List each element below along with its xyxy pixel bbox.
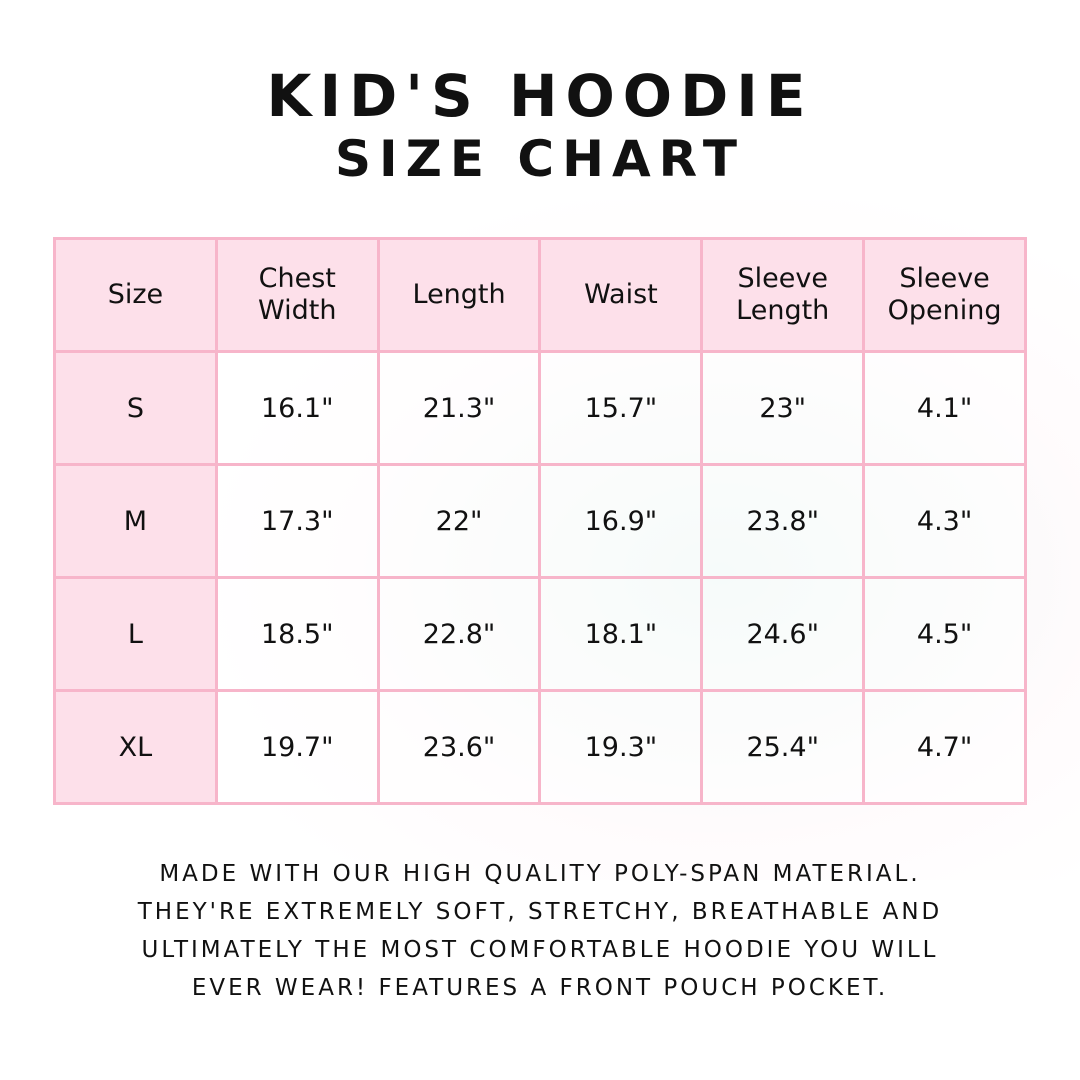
header-cell: Size — [53, 237, 218, 353]
value-cell: 24.6" — [700, 576, 866, 692]
size-cell: M — [53, 463, 218, 579]
page-title: KID'S HOODIE — [266, 62, 814, 130]
page-subtitle: SIZE CHART — [334, 130, 746, 188]
value-cell: 16.9" — [538, 463, 704, 579]
value-cell: 19.7" — [214, 689, 380, 805]
value-cell: 18.1" — [538, 576, 704, 692]
value-cell: 22.8" — [376, 576, 542, 692]
value-cell: 18.5" — [214, 576, 380, 692]
value-cell: 22" — [376, 463, 542, 579]
size-cell: L — [53, 576, 218, 692]
table-row: XL 19.7" 23.6" 19.3" 25.4" 4.7" — [53, 689, 1027, 805]
value-cell: 23.6" — [376, 689, 542, 805]
size-cell: S — [53, 350, 218, 466]
header-cell: Chest Width — [214, 237, 380, 353]
value-cell: 4.5" — [862, 576, 1027, 692]
value-cell: 4.3" — [862, 463, 1027, 579]
description-line: ultimately the most comfortable hoodie y… — [141, 937, 939, 963]
description-line: They're extremely soft, stretchy, breath… — [137, 899, 943, 925]
value-cell: 16.1" — [214, 350, 380, 466]
header-cell: Length — [376, 237, 542, 353]
value-cell: 21.3" — [376, 350, 542, 466]
header-cell: Sleeve Opening — [862, 237, 1027, 353]
size-cell: XL — [53, 689, 218, 805]
description-line: Made with our high quality poly-span mat… — [159, 861, 921, 887]
value-cell: 23" — [700, 350, 866, 466]
table-row: L 18.5" 22.8" 18.1" 24.6" 4.5" — [53, 576, 1027, 692]
value-cell: 23.8" — [700, 463, 866, 579]
table-header-row: Size Chest Width Length Waist Sleeve Len… — [53, 237, 1027, 353]
value-cell: 4.1" — [862, 350, 1027, 466]
table-row: M 17.3" 22" 16.9" 23.8" 4.3" — [53, 463, 1027, 579]
table-row: S 16.1" 21.3" 15.7" 23" 4.1" — [53, 350, 1027, 466]
value-cell: 17.3" — [214, 463, 380, 579]
header-cell: Waist — [538, 237, 704, 353]
description-line: ever wear! Features a front pouch pocket… — [191, 975, 889, 1001]
size-chart-table: Size Chest Width Length Waist Sleeve Len… — [53, 237, 1027, 805]
description: Made with our high quality poly-span mat… — [40, 855, 1040, 1007]
value-cell: 19.3" — [538, 689, 704, 805]
header-cell: Sleeve Length — [700, 237, 866, 353]
value-cell: 15.7" — [538, 350, 704, 466]
value-cell: 4.7" — [862, 689, 1027, 805]
value-cell: 25.4" — [700, 689, 866, 805]
